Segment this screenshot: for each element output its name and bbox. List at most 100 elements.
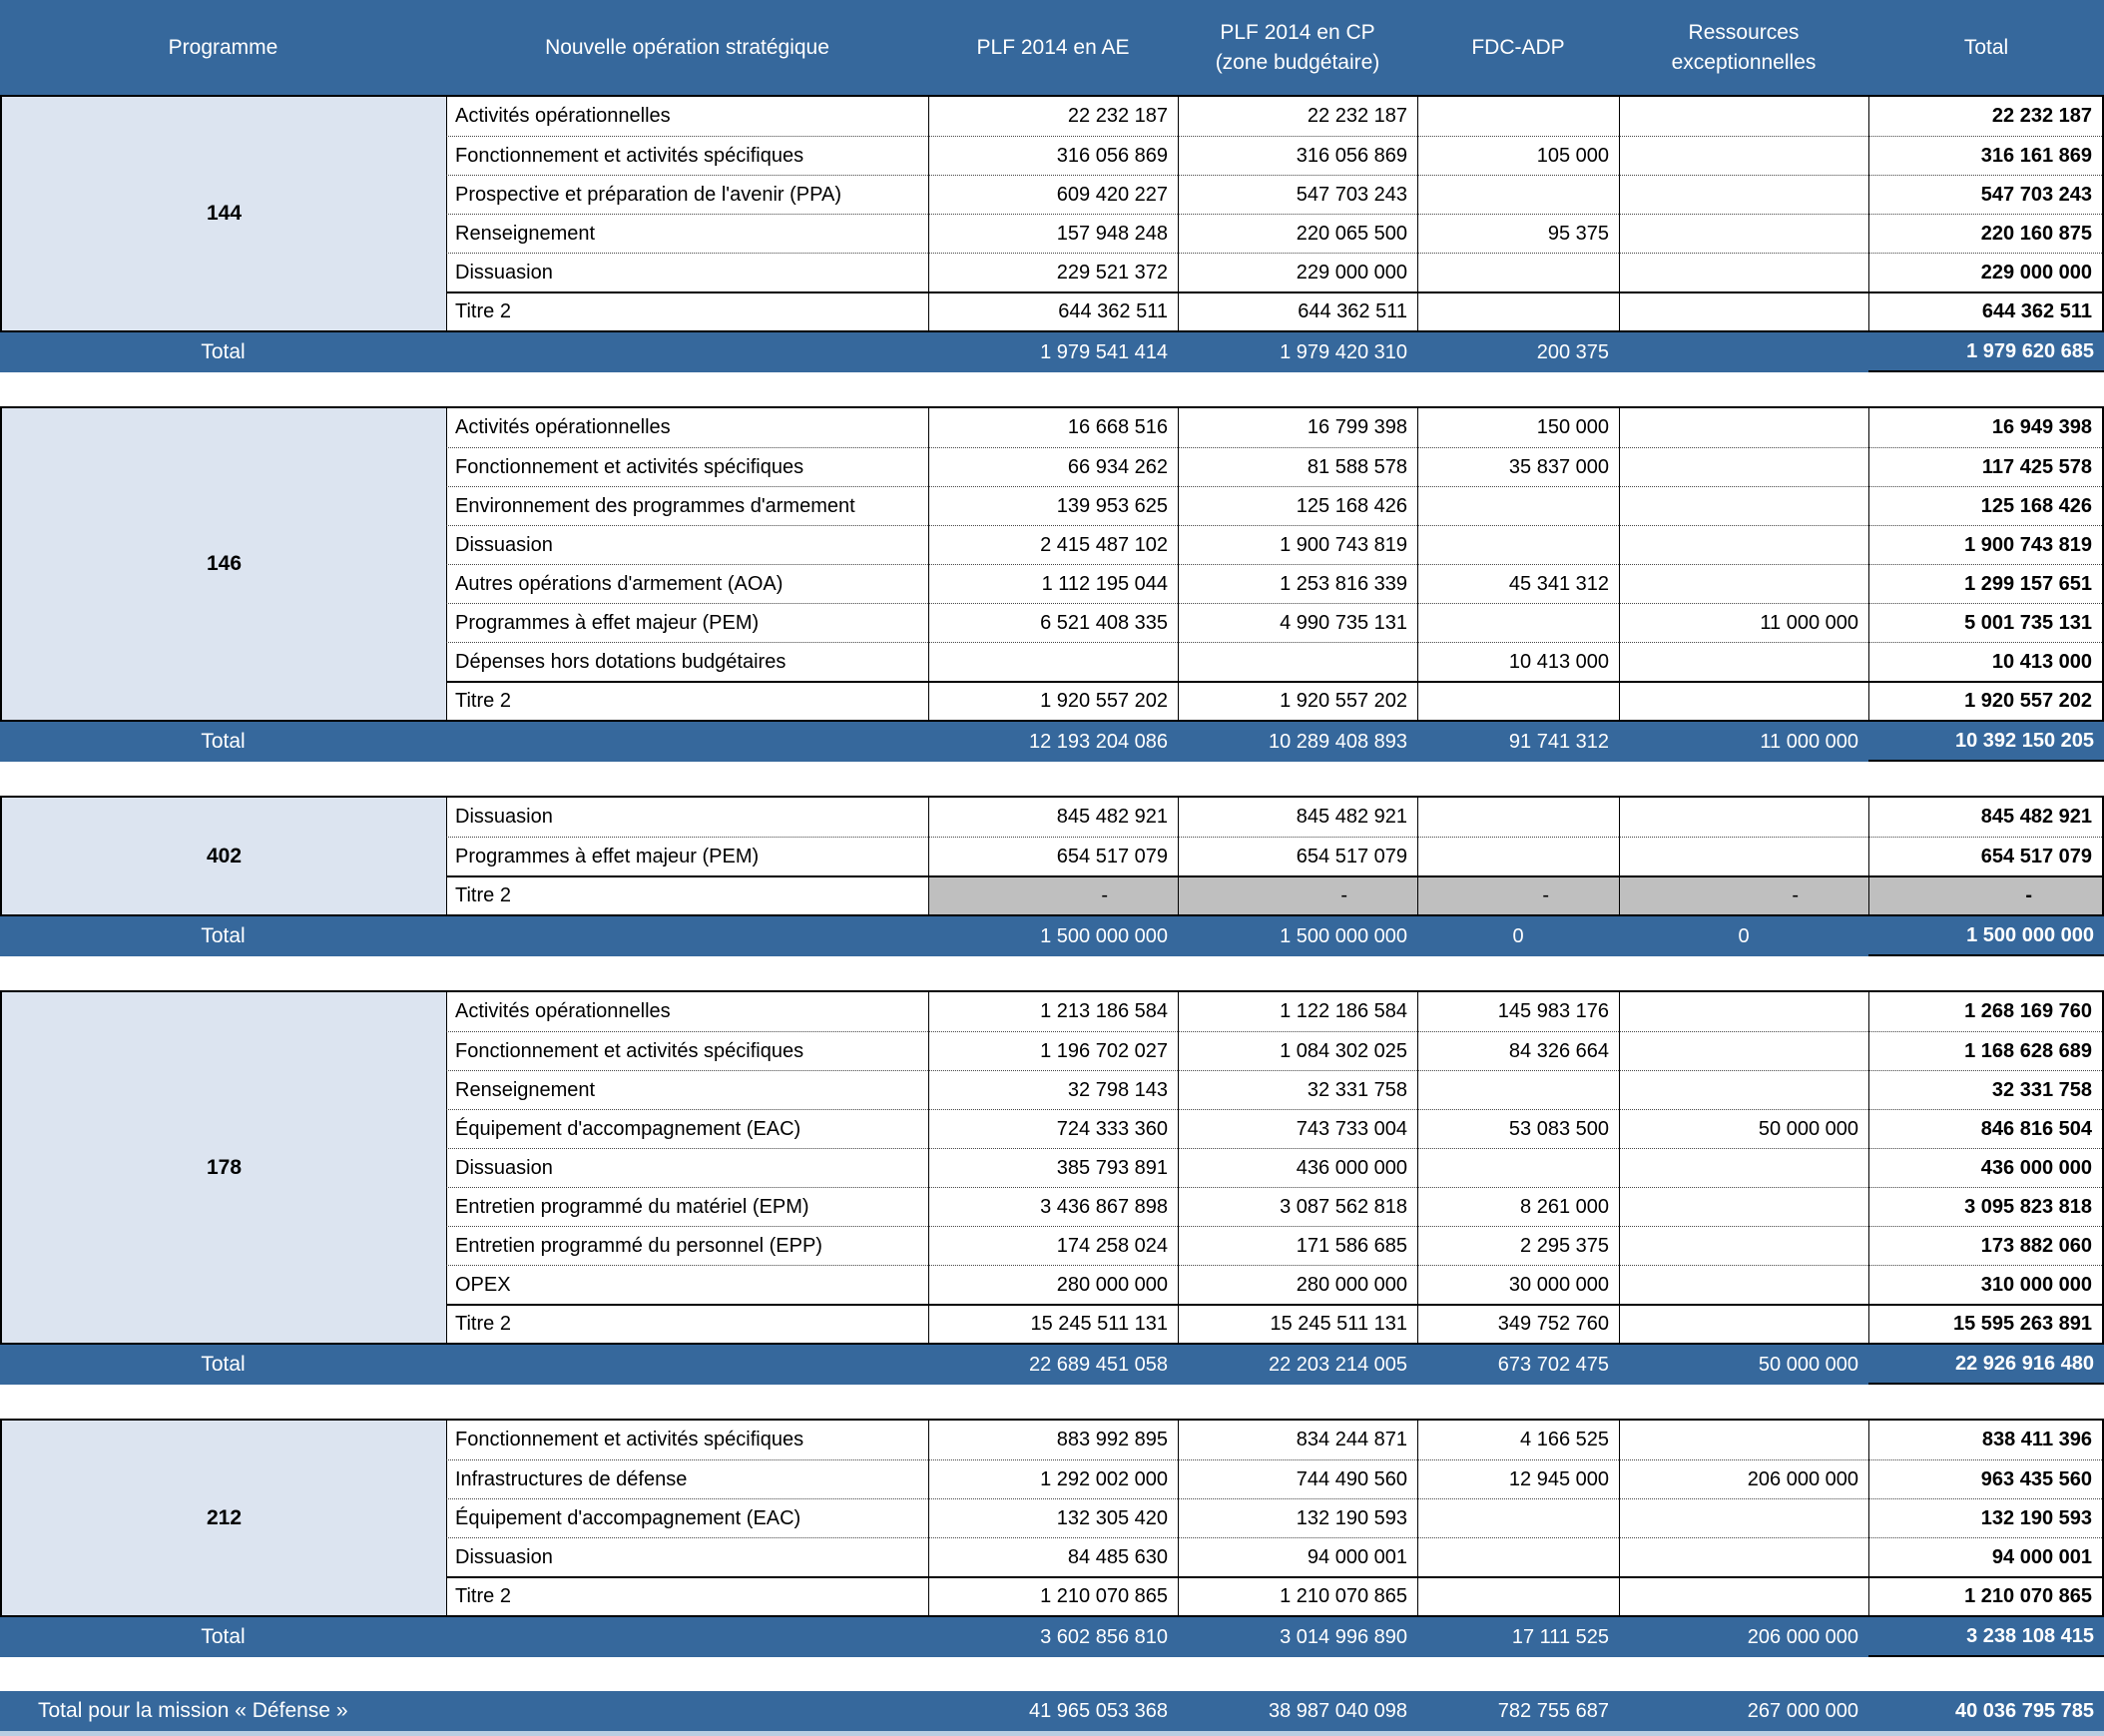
value-fdc-cell: 53 083 500 (1417, 1109, 1619, 1148)
programme-id-cell: 212 (2, 1421, 446, 1615)
operation-label-cell: Dissuasion (446, 798, 928, 837)
operation-label-cell: Autres opérations d'armement (AOA) (446, 564, 928, 603)
operation-label-cell: Titre 2 (446, 681, 928, 720)
section-total-cp: 1 979 420 310 (1280, 340, 1407, 363)
value-ressources-cell (1619, 798, 1868, 837)
value-ae-cell (928, 642, 1178, 681)
section-total-ressources: 0 (1738, 924, 1750, 947)
value-total-cell: 1 900 743 819 (1868, 525, 2102, 564)
value-cp-cell: 834 244 871 (1178, 1421, 1417, 1459)
value-total-cell: 94 000 001 (1868, 1537, 2102, 1576)
value-cp-cell: 547 703 243 (1178, 175, 1417, 214)
section-total-label: Total (201, 730, 246, 753)
value-ressources-cell (1619, 525, 1868, 564)
value-fdc-cell (1417, 1070, 1619, 1109)
programme-section-402: 402 Dissuasion 845 482 921 845 482 921 845 4… (0, 796, 2104, 956)
operation-label-cell: Dépenses hors dotations budgétaires (446, 642, 928, 681)
value-ressources-cell (1619, 97, 1868, 136)
operation-label-cell: Fonctionnement et activités spécifiques (446, 447, 928, 486)
value-ae-cell: 883 992 895 (928, 1421, 1178, 1459)
value-ae-cell: 609 420 227 (928, 175, 1178, 214)
value-ressources-cell (1619, 992, 1868, 1031)
value-total-cell: 220 160 875 (1868, 214, 2102, 253)
programme-sections: 144 Activités opérationnelles 22 232 187 22… (0, 95, 2104, 1657)
value-cp-cell: 15 245 511 131 (1178, 1304, 1417, 1343)
value-ressources-cell (1619, 136, 1868, 175)
value-ae-cell: 66 934 262 (928, 447, 1178, 486)
value-ressources-cell (1619, 837, 1868, 875)
value-ressources-cell (1619, 642, 1868, 681)
value-ae-cell: 6 521 408 335 (928, 603, 1178, 642)
value-ae-cell: 1 112 195 044 (928, 564, 1178, 603)
section-total-row-212: Total 3 602 856 810 3 014 996 890 17 111 52… (0, 1617, 2104, 1657)
operation-label-cell: Équipement d'accompagnement (EAC) (446, 1498, 928, 1537)
table-header-row: Programme Nouvelle opération stratégique… (0, 0, 2104, 95)
section-total-cp: 10 289 408 893 (1268, 730, 1407, 753)
value-ressources-cell: 50 000 000 (1619, 1109, 1868, 1148)
value-cp-cell: 280 000 000 (1178, 1265, 1417, 1304)
value-fdc-cell (1417, 837, 1619, 875)
value-total-cell: 1 299 157 651 (1868, 564, 2102, 603)
value-ressources-cell (1619, 681, 1868, 720)
value-ae-cell: 724 333 360 (928, 1109, 1178, 1148)
value-total-cell: 22 232 187 (1868, 97, 2102, 136)
section-total-ae: 1 500 000 000 (1040, 924, 1168, 947)
value-total-cell: - (1868, 875, 2102, 914)
operation-label-cell: Dissuasion (446, 1537, 928, 1576)
value-cp-cell: 4 990 735 131 (1178, 603, 1417, 642)
operation-label-cell: Fonctionnement et activités spécifiques (446, 1421, 928, 1459)
value-ae-cell: 174 258 024 (928, 1226, 1178, 1265)
section-total-spacer (446, 1617, 928, 1657)
value-ressources-cell (1619, 1148, 1868, 1187)
value-cp-cell: 744 490 560 (1178, 1459, 1417, 1498)
value-ressources-cell (1619, 253, 1868, 291)
operation-label-cell: Titre 2 (446, 875, 928, 914)
programme-section-178: 178 Activités opérationnelles 1 213 186 58… (0, 990, 2104, 1385)
section-total-row-146: Total 12 193 204 086 10 289 408 893 91 741 … (0, 722, 2104, 762)
value-ressources-cell (1619, 447, 1868, 486)
section-total-row-402: Total 1 500 000 000 1 500 000 000 0 0 1 500 0… (0, 916, 2104, 956)
value-ae-cell: 1 196 702 027 (928, 1031, 1178, 1070)
value-ressources-cell (1619, 1070, 1868, 1109)
value-ressources-cell (1619, 564, 1868, 603)
value-fdc-cell: 84 326 664 (1417, 1031, 1619, 1070)
col-header-fdc-adp: FDC-ADP (1471, 35, 1565, 59)
value-total-cell: 316 161 869 (1868, 136, 2102, 175)
col-header-ae: PLF 2014 en AE (976, 35, 1130, 59)
value-cp-cell: 1 210 070 865 (1178, 1576, 1417, 1615)
value-ae-cell: 654 517 079 (928, 837, 1178, 875)
value-ressources-cell (1619, 175, 1868, 214)
value-cp-cell: 22 232 187 (1178, 97, 1417, 136)
programme-id-cell: 402 (2, 798, 446, 914)
value-cp-cell: 316 056 869 (1178, 136, 1417, 175)
value-total-cell: 845 482 921 (1868, 798, 2102, 837)
value-cp-cell: 845 482 921 (1178, 798, 1417, 837)
value-total-cell: 15 595 263 891 (1868, 1304, 2102, 1343)
value-fdc-cell: 10 413 000 (1417, 642, 1619, 681)
section-total-ae: 12 193 204 086 (1028, 730, 1168, 753)
operation-label-cell: Activités opérationnelles (446, 97, 928, 136)
value-ressources-cell (1619, 1576, 1868, 1615)
operation-label-cell: OPEX (446, 1265, 928, 1304)
value-total-cell: 173 882 060 (1868, 1226, 2102, 1265)
value-fdc-cell: 4 166 525 (1417, 1421, 1619, 1459)
value-total-cell: 1 268 169 760 (1868, 992, 2102, 1031)
operation-label-cell: Infrastructures de défense (446, 1459, 928, 1498)
value-ae-cell: 385 793 891 (928, 1148, 1178, 1187)
value-cp-cell: 16 799 398 (1178, 408, 1417, 447)
section-total-label: Total (201, 1353, 246, 1376)
value-ae-cell: 132 305 420 (928, 1498, 1178, 1537)
value-fdc-cell: 8 261 000 (1417, 1187, 1619, 1226)
value-ressources-cell: 11 000 000 (1619, 603, 1868, 642)
col-header-programme: Programme (168, 35, 278, 59)
value-fdc-cell (1417, 1576, 1619, 1615)
section-total-spacer (446, 916, 928, 956)
value-ae-cell: 2 415 487 102 (928, 525, 1178, 564)
value-ae-cell: 157 948 248 (928, 214, 1178, 253)
value-ae-cell: 32 798 143 (928, 1070, 1178, 1109)
section-total-fdc: 17 111 525 (1511, 1625, 1609, 1648)
value-fdc-cell: - (1417, 875, 1619, 914)
col-header-ressources: Ressources exceptionnelles (1671, 21, 1817, 74)
value-fdc-cell (1417, 253, 1619, 291)
value-fdc-cell: 145 983 176 (1417, 992, 1619, 1031)
